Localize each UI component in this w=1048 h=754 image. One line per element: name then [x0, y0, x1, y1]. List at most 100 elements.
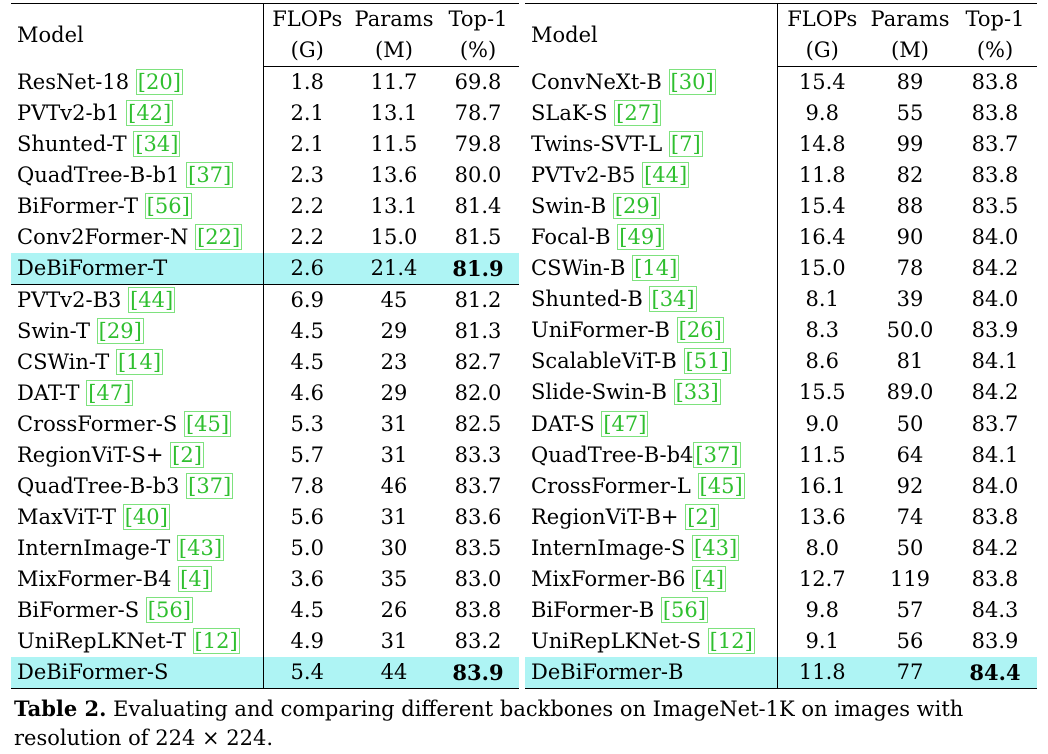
left-table-body: ResNet-18 [20] 1.8 11.7 69.8 PVTv2-b1 [42] 2.…: [11, 66, 519, 689]
model-name: DeBiFormer-B: [531, 659, 684, 684]
citation-link[interactable]: [12]: [192, 628, 240, 654]
model-name-cell: CSWin-T [14]: [11, 347, 264, 378]
flops-cell: 12.7: [798, 566, 846, 591]
flops-cell: 4.5: [290, 319, 324, 343]
citation-number: 47: [611, 411, 639, 436]
top1-cell: 83.8: [971, 70, 1019, 95]
flops-cell: 2.3: [290, 163, 324, 187]
top1-cell: 80.0: [454, 163, 502, 187]
model-name: ScalableViT-B: [531, 349, 684, 374]
model-name: RegionViT-B+: [531, 504, 686, 529]
top1-cell: 81.3: [454, 319, 502, 343]
flops-cell: 8.0: [805, 535, 839, 560]
citation-link[interactable]: [43]: [692, 534, 740, 561]
citation-number: 56: [156, 598, 183, 622]
params-cell: 11.5: [370, 132, 418, 156]
highlighted-table-row: DeBiFormer-T 2.6 21.4 81.9: [11, 253, 519, 285]
flops-cell: 1.8: [290, 70, 324, 94]
citation-link[interactable]: [45]: [697, 472, 745, 499]
model-name-cell: Twins-SVT-L [7]: [525, 129, 778, 161]
citation-number: 2: [180, 443, 194, 467]
citation-link[interactable]: [43]: [176, 535, 225, 561]
model-name: Shunted-B: [531, 287, 650, 312]
table-row: CrossFormer-S [45] 5.3 31 82.5: [11, 409, 519, 440]
citation-number: 37: [196, 474, 224, 498]
citation-link[interactable]: [34]: [649, 286, 697, 313]
citation-link[interactable]: [37]: [693, 441, 741, 468]
table-row: BiFormer-B [56] 9.8 57 84.3: [525, 594, 1037, 626]
highlighted-table-row: DeBiFormer-B 11.8 77 84.4: [525, 656, 1037, 689]
table-row: ConvNeXt-B [30] 15.4 89 83.8: [525, 66, 1037, 99]
citation-link[interactable]: [42]: [126, 100, 174, 126]
table-row: DAT-S [47] 9.0 50 83.7: [525, 408, 1037, 440]
table-row: SLaK-S [27] 9.8 55 83.8: [525, 98, 1037, 130]
citation-link[interactable]: [40]: [122, 504, 170, 530]
citation-link[interactable]: [22]: [195, 224, 243, 250]
citation-link[interactable]: [2]: [170, 442, 204, 468]
citation-link[interactable]: [37]: [186, 473, 234, 499]
citation-link[interactable]: [47]: [86, 380, 134, 406]
citation-link[interactable]: [2]: [685, 503, 719, 530]
citation-link[interactable]: [45]: [183, 411, 232, 437]
params-cell: 78: [896, 256, 924, 281]
citation-link[interactable]: [12]: [707, 627, 755, 654]
top1-cell: 83.8: [971, 163, 1019, 188]
citation-link[interactable]: [47]: [601, 410, 649, 437]
citation-link[interactable]: [7]: [668, 131, 703, 158]
citation-number: 33: [683, 380, 711, 405]
model-name-cell: Swin-B [29]: [525, 191, 778, 223]
header-params: Params: [867, 3, 953, 35]
citation-link[interactable]: [44]: [642, 162, 690, 189]
model-name-cell: DeBiFormer-T: [11, 253, 264, 285]
model-name: Conv2Former-N: [17, 225, 196, 249]
citation-link[interactable]: [49]: [617, 224, 665, 251]
model-name: CSWin-B: [531, 256, 633, 281]
model-name-cell: RegionViT-S+ [2]: [11, 440, 264, 471]
table-row: CSWin-T [14] 4.5 23 82.7: [11, 347, 519, 378]
citation-link[interactable]: [37]: [186, 162, 234, 188]
citation-link[interactable]: [56]: [660, 596, 708, 623]
params-cell: 31: [380, 412, 408, 436]
citation-link[interactable]: [56]: [145, 597, 193, 623]
params-cell: 21.4: [351, 253, 437, 285]
top1-cell: 83.5: [971, 194, 1019, 219]
citation-link[interactable]: [14]: [632, 255, 680, 282]
citation-link[interactable]: [27]: [614, 100, 662, 127]
citation-link[interactable]: [29]: [612, 193, 660, 220]
params-cell: 90: [896, 225, 924, 250]
highlighted-table-row: DeBiFormer-S 5.4 44 83.9: [11, 657, 519, 689]
citation-link[interactable]: [29]: [96, 318, 144, 344]
model-name-cell: MaxViT-T [40]: [11, 502, 264, 533]
citation-number: 12: [202, 629, 230, 653]
citation-link[interactable]: [14]: [115, 349, 164, 375]
caption-label: Table 2.: [14, 696, 107, 721]
citation-link[interactable]: [34]: [133, 131, 181, 157]
citation-link[interactable]: [26]: [676, 317, 724, 344]
model-name-cell: RegionViT-B+ [2]: [525, 501, 778, 533]
top1-cell: 81.5: [454, 225, 502, 249]
citation-link[interactable]: [4]: [178, 566, 212, 592]
flops-cell: 2.1: [290, 132, 324, 156]
citation-link[interactable]: [56]: [144, 193, 192, 219]
table-row: Swin-B [29] 15.4 88 83.5: [525, 191, 1037, 223]
citation-number: 44: [138, 288, 166, 312]
model-name-cell: QuadTree-B-b1 [37]: [11, 160, 264, 191]
params-cell: 81: [896, 349, 924, 374]
citation-link[interactable]: [51]: [683, 348, 731, 375]
table-row: ResNet-18 [20] 1.8 11.7 69.8: [11, 66, 519, 98]
citation-number: 12: [717, 628, 745, 653]
citation-link[interactable]: [33]: [673, 379, 721, 406]
citation-number: 29: [106, 319, 134, 343]
flops-cell: 8.1: [805, 287, 839, 312]
model-name-cell: DAT-T [47]: [11, 378, 264, 409]
model-name: PVTv2-b1: [17, 101, 127, 125]
citation-link[interactable]: [44]: [128, 287, 176, 313]
citation-link[interactable]: [30]: [668, 68, 716, 95]
model-name-cell: DAT-S [47]: [525, 408, 778, 440]
flops-cell: 4.5: [290, 598, 324, 622]
citation-link[interactable]: [4]: [692, 565, 726, 592]
model-name-cell: QuadTree-B-b4[37]: [525, 439, 778, 471]
model-name: Twins-SVT-L: [531, 132, 669, 157]
model-name-cell: MixFormer-B6 [4]: [525, 563, 778, 595]
citation-link[interactable]: [20]: [135, 68, 183, 95]
